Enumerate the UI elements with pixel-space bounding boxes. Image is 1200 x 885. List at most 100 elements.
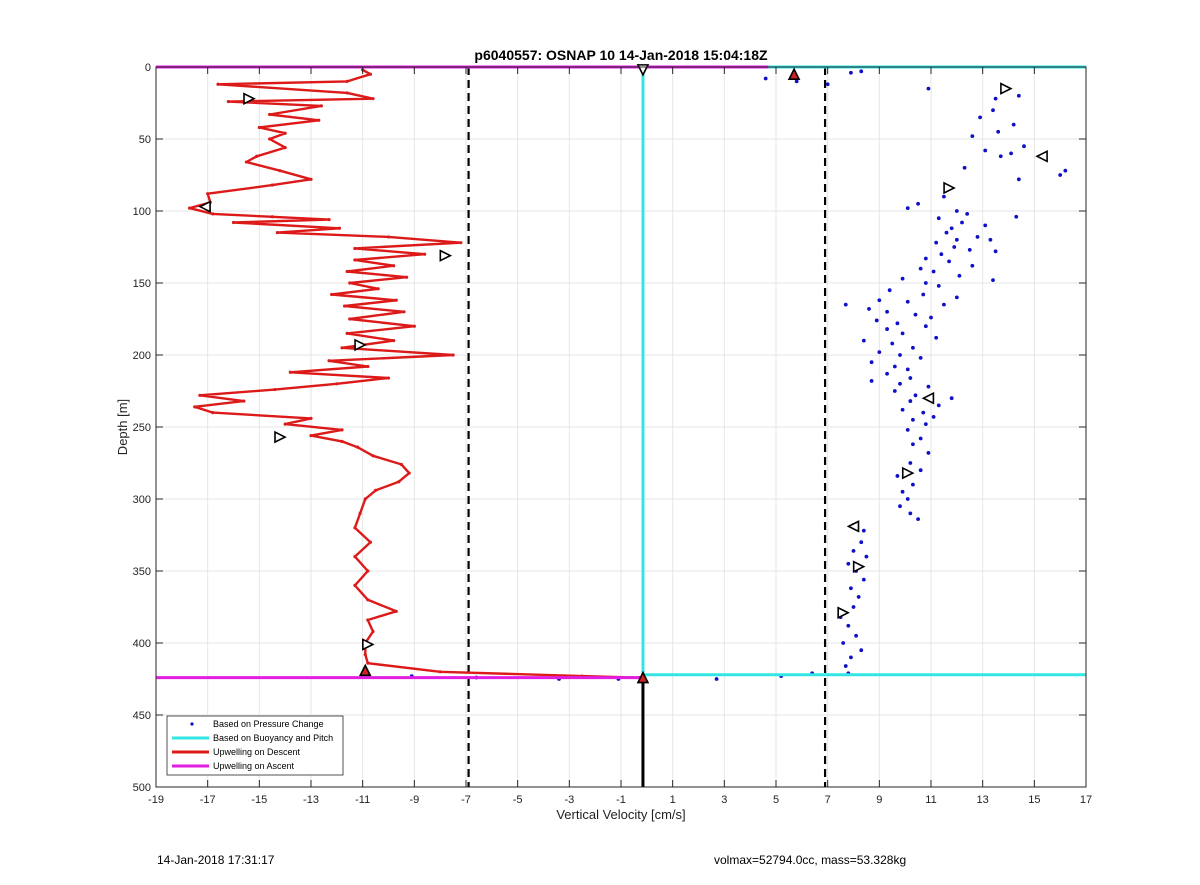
data-point bbox=[283, 146, 287, 150]
x-tick-label: 1 bbox=[670, 794, 676, 806]
axis-ticks: -19 -17 -15 -13 -11 -9 -7 -5 -3 -1 1 3 5 7 9 11 13 15 1705… bbox=[133, 62, 1092, 806]
data-point bbox=[864, 554, 869, 559]
data-point bbox=[991, 108, 995, 113]
data-point bbox=[386, 376, 391, 380]
data-point bbox=[900, 276, 905, 281]
data-point bbox=[861, 577, 866, 582]
data-point bbox=[371, 629, 375, 634]
data-point bbox=[371, 97, 375, 101]
x-tick-label: -7 bbox=[461, 794, 471, 806]
data-point bbox=[859, 648, 864, 653]
data-point bbox=[993, 249, 998, 254]
data-point bbox=[355, 445, 360, 449]
data-point bbox=[1011, 122, 1016, 127]
data-point bbox=[967, 247, 972, 252]
marker-triangle-left bbox=[1035, 149, 1048, 163]
data-point bbox=[340, 346, 344, 350]
y-tick-label: 0 bbox=[145, 62, 151, 74]
data-point bbox=[283, 131, 287, 135]
y-tick-label: 350 bbox=[133, 566, 151, 578]
data-point bbox=[923, 281, 928, 285]
data-point bbox=[908, 376, 913, 380]
data-point bbox=[978, 115, 982, 120]
data-point bbox=[975, 235, 980, 239]
data-point bbox=[327, 218, 331, 222]
data-point bbox=[988, 237, 993, 242]
data-point bbox=[1016, 93, 1021, 98]
x-tick-label: 9 bbox=[876, 794, 882, 806]
data-point bbox=[905, 299, 910, 304]
data-point bbox=[407, 471, 411, 475]
data-point bbox=[900, 331, 905, 336]
data-point bbox=[825, 82, 830, 87]
marker-triangle-up-filled bbox=[358, 663, 372, 677]
marker-layer bbox=[198, 64, 1048, 684]
data-point bbox=[929, 315, 933, 320]
legend-swatch bbox=[190, 722, 194, 726]
data-point bbox=[794, 79, 799, 84]
data-point bbox=[869, 379, 874, 383]
series-2 bbox=[187, 68, 641, 680]
data-point bbox=[854, 633, 858, 638]
data-point bbox=[908, 511, 913, 516]
marker-triangle-left bbox=[846, 520, 860, 533]
x-tick-label: 17 bbox=[1080, 794, 1092, 806]
data-point bbox=[268, 137, 272, 141]
data-point bbox=[1058, 173, 1063, 177]
data-point bbox=[1016, 177, 1021, 182]
data-point bbox=[996, 129, 1001, 134]
data-point bbox=[348, 317, 352, 321]
data-point bbox=[763, 76, 768, 81]
data-point bbox=[216, 82, 220, 86]
data-point bbox=[892, 389, 897, 393]
data-point bbox=[885, 371, 889, 376]
data-point bbox=[335, 382, 339, 386]
data-point bbox=[991, 278, 995, 283]
data-point bbox=[895, 474, 900, 478]
data-point bbox=[366, 661, 370, 665]
data-point bbox=[714, 677, 719, 681]
marker-triangle-right bbox=[243, 92, 256, 105]
data-point bbox=[1022, 144, 1026, 149]
data-point bbox=[908, 461, 913, 465]
data-point bbox=[244, 160, 249, 164]
marker-triangle-right bbox=[354, 338, 367, 352]
x-tick-label: 13 bbox=[977, 794, 989, 806]
data-point bbox=[342, 304, 347, 308]
data-point bbox=[846, 623, 851, 628]
data-point bbox=[856, 595, 861, 599]
data-point bbox=[861, 338, 866, 343]
data-point bbox=[402, 310, 406, 314]
data-point bbox=[931, 269, 936, 274]
marker-triangle-right bbox=[901, 466, 915, 480]
data-point bbox=[366, 569, 370, 573]
x-tick-label: 15 bbox=[1028, 794, 1040, 806]
data-point bbox=[226, 99, 230, 104]
data-point bbox=[993, 96, 998, 101]
data-point bbox=[851, 548, 856, 553]
x-tick-label: -9 bbox=[409, 794, 419, 806]
data-point bbox=[1014, 214, 1019, 219]
marker-triangle-up-filled bbox=[787, 67, 801, 80]
data-point bbox=[921, 292, 926, 297]
data-point bbox=[952, 245, 957, 249]
data-point bbox=[918, 468, 923, 473]
data-point bbox=[859, 540, 864, 545]
data-point bbox=[934, 335, 939, 340]
legend-label: Upwelling on Ascent bbox=[213, 761, 295, 771]
data-point bbox=[394, 609, 398, 613]
marker-triangle-up-filled bbox=[636, 670, 650, 684]
data-point bbox=[843, 302, 848, 307]
data-point bbox=[353, 526, 357, 530]
data-point bbox=[392, 339, 396, 343]
data-point bbox=[358, 511, 362, 515]
data-point bbox=[905, 497, 910, 501]
x-tick-label: -3 bbox=[564, 794, 574, 806]
y-tick-label: 250 bbox=[133, 422, 151, 434]
data-point bbox=[849, 70, 853, 75]
data-point bbox=[345, 331, 349, 335]
data-point bbox=[900, 407, 905, 412]
data-point bbox=[923, 256, 928, 261]
marker-triangle-right bbox=[837, 606, 850, 620]
data-point bbox=[423, 252, 427, 256]
